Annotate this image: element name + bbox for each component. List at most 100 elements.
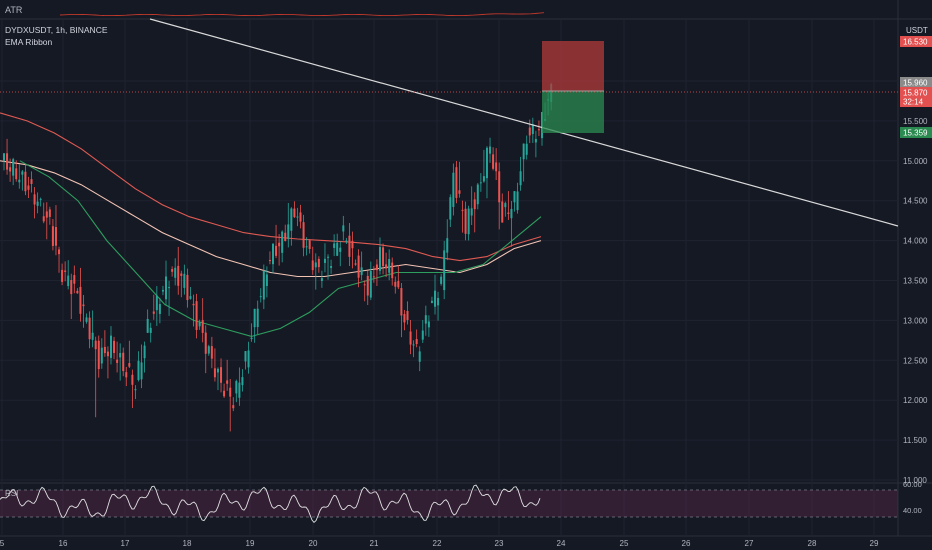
rsi-pane bbox=[0, 484, 898, 524]
candle-body bbox=[137, 360, 140, 381]
candle-body bbox=[320, 278, 323, 281]
ema-mid-line bbox=[0, 112, 542, 262]
candle-body bbox=[443, 250, 446, 291]
candle-body bbox=[388, 259, 391, 273]
y-tick-label: 14.000 bbox=[903, 237, 928, 246]
stop-badge-text: 16.530 bbox=[903, 38, 928, 47]
time-axis-labels: 5 16 17 18 19 20 21 22 23 24 25 26 27 28 29 bbox=[0, 539, 879, 548]
target-badge bbox=[900, 127, 932, 138]
gray-badge bbox=[900, 77, 932, 88]
candle-body bbox=[15, 168, 18, 180]
candle-body bbox=[149, 327, 152, 333]
candle-body bbox=[155, 295, 158, 311]
candle-body bbox=[510, 208, 513, 219]
candle-body bbox=[238, 382, 241, 398]
candle-body bbox=[82, 304, 85, 307]
candle-body bbox=[375, 264, 378, 271]
candle-body bbox=[21, 171, 24, 175]
candle-body bbox=[479, 182, 482, 184]
candle-body bbox=[220, 367, 223, 383]
candle-body bbox=[180, 273, 183, 276]
candle-body bbox=[476, 184, 479, 205]
stop-loss-zone[interactable] bbox=[542, 41, 604, 91]
trendline[interactable] bbox=[149, 18, 899, 227]
x-tick-label: 21 bbox=[370, 539, 379, 548]
candle-body bbox=[455, 167, 458, 198]
candle-body bbox=[229, 387, 232, 397]
short-position-tool[interactable] bbox=[542, 41, 604, 133]
candle-body bbox=[278, 242, 281, 247]
candle-body bbox=[165, 276, 168, 300]
candle-body bbox=[323, 258, 326, 263]
ema-slow-line bbox=[0, 160, 542, 278]
candle-body bbox=[195, 301, 198, 330]
take-profit-zone[interactable] bbox=[542, 91, 604, 133]
candle-body bbox=[216, 368, 219, 373]
candle-body bbox=[400, 288, 403, 316]
x-tick-label: 25 bbox=[620, 539, 629, 548]
candle-body bbox=[290, 208, 293, 231]
candle-body bbox=[351, 241, 354, 249]
candle-body bbox=[458, 190, 461, 194]
candle-body bbox=[317, 258, 320, 268]
x-tick-label: 5 bbox=[0, 539, 5, 548]
y-tick-label: 13.000 bbox=[903, 316, 928, 325]
candle-body bbox=[391, 262, 394, 279]
candle-body bbox=[128, 363, 131, 367]
ema-legend[interactable]: EMA Ribbon bbox=[5, 37, 53, 47]
candle-body bbox=[232, 405, 235, 409]
atr-line bbox=[59, 12, 545, 17]
candle-body bbox=[366, 275, 369, 296]
symbol-legend[interactable]: DYDXUSDT, 1h, BINANCE bbox=[5, 25, 108, 35]
candle-body bbox=[339, 247, 342, 252]
candle-body bbox=[430, 300, 433, 303]
candle-body bbox=[58, 249, 61, 255]
candle-body bbox=[51, 226, 54, 246]
candle-body bbox=[452, 172, 455, 207]
candle-body bbox=[492, 154, 495, 169]
candle-body bbox=[204, 332, 207, 354]
candle-body bbox=[302, 222, 305, 248]
candle-body bbox=[348, 235, 351, 257]
candle-body bbox=[446, 238, 449, 253]
x-tick-label: 16 bbox=[59, 539, 68, 548]
candle-body bbox=[30, 179, 33, 184]
candle-body bbox=[519, 171, 522, 186]
candle-body bbox=[369, 270, 372, 298]
candle-body bbox=[461, 209, 464, 211]
candle-body bbox=[382, 247, 385, 267]
candle-body bbox=[122, 352, 125, 372]
candle-body bbox=[394, 281, 397, 287]
candle-body bbox=[412, 344, 415, 346]
candle-body bbox=[64, 270, 67, 272]
ema-fast-line bbox=[19, 160, 542, 337]
last-price-text: 15.870 bbox=[903, 89, 928, 98]
candle-body bbox=[12, 159, 15, 176]
countdown-text: 32:14 bbox=[903, 98, 924, 107]
y-tick-label: 12.500 bbox=[903, 356, 928, 365]
candle-body bbox=[357, 255, 360, 278]
candle-body bbox=[189, 296, 192, 299]
candle-body bbox=[223, 390, 226, 397]
candle-body bbox=[42, 216, 45, 222]
candle-body bbox=[27, 185, 30, 190]
candle-body bbox=[131, 374, 134, 385]
candle-body bbox=[54, 227, 57, 246]
candle-body bbox=[125, 372, 128, 378]
candle-body bbox=[106, 351, 109, 357]
candle-body bbox=[88, 317, 91, 340]
candle-body bbox=[421, 330, 424, 340]
currency-label[interactable]: USDT bbox=[906, 26, 928, 35]
candle-body bbox=[183, 273, 186, 288]
candle-body bbox=[525, 143, 528, 155]
candle-body bbox=[342, 225, 345, 232]
candle-body bbox=[275, 245, 278, 256]
candle-body bbox=[449, 197, 452, 220]
candle-body bbox=[198, 322, 201, 327]
candle-body bbox=[308, 240, 311, 250]
candle-body bbox=[140, 362, 143, 380]
candle-body bbox=[91, 332, 94, 340]
candle-body bbox=[116, 359, 119, 363]
